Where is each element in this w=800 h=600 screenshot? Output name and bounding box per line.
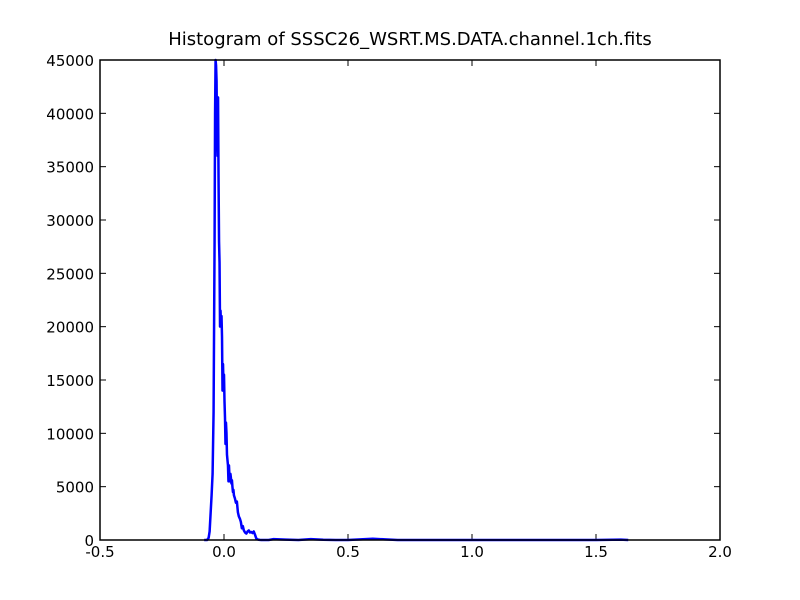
y-tick-label: 35000 (46, 159, 94, 177)
chart-title: Histogram of SSSC26_WSRT.MS.DATA.channel… (168, 29, 652, 50)
x-tick-label: 1.5 (584, 543, 608, 561)
x-tick-label: 1.0 (460, 543, 484, 561)
x-tick-label: 0.0 (212, 543, 236, 561)
x-axis: -0.5 0.0 0.5 1.0 1.5 2.0 (85, 60, 732, 561)
y-tick-label: 30000 (46, 212, 94, 230)
y-tick-label: 40000 (46, 105, 94, 123)
plot-frame (99, 59, 721, 541)
x-tick-label: -0.5 (85, 543, 114, 561)
series-line (204, 58, 629, 542)
y-tick-label: 10000 (46, 425, 94, 443)
x-tick-label: 0.5 (336, 543, 360, 561)
x-tick-label: 2.0 (708, 543, 732, 561)
y-tick-label: 0 (84, 532, 94, 550)
y-tick-label: 15000 (46, 372, 94, 390)
y-axis: 0 5000 10000 15000 20000 25000 30000 35000 40000… (46, 52, 720, 550)
plot-series (204, 58, 629, 542)
y-tick-label: 45000 (46, 52, 94, 70)
y-tick-label: 25000 (46, 265, 94, 283)
y-tick-label: 5000 (56, 479, 94, 497)
y-tick-label: 20000 (46, 319, 94, 337)
